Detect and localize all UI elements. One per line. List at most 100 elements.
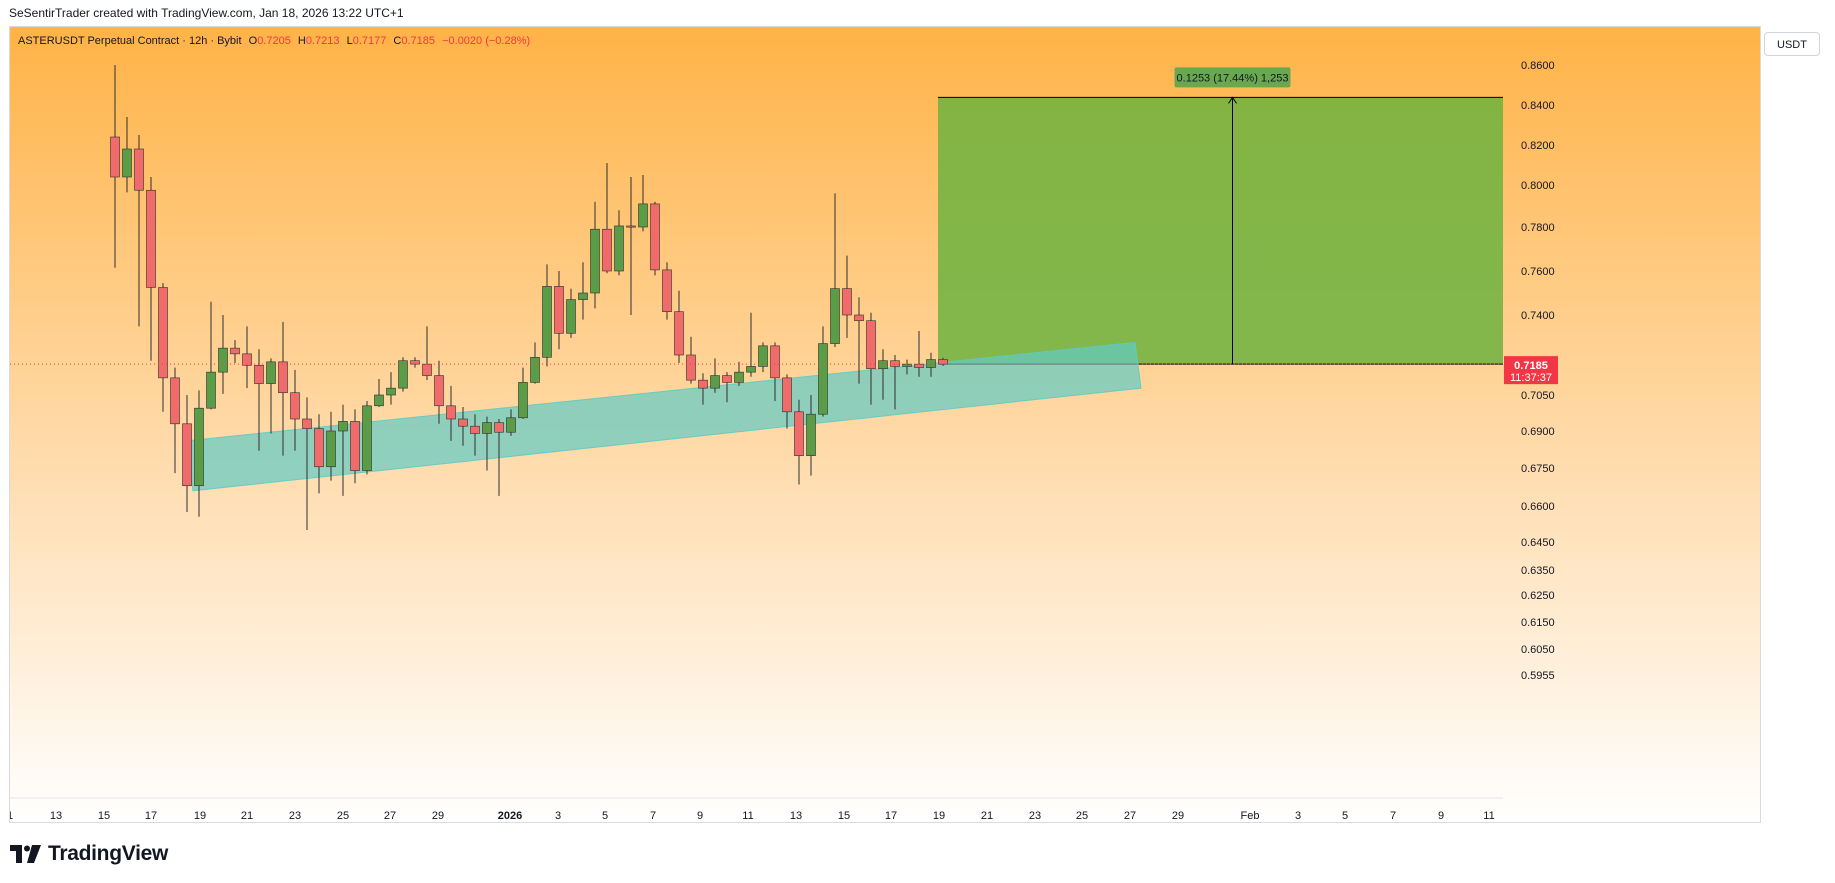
candle-down [446,385,456,441]
high-label: H [297,35,306,47]
candle-body [866,320,876,370]
price-tick-label: 0.6250 [1521,590,1555,602]
candle-up [122,117,132,193]
time-tick-label: 19 [933,810,945,822]
attribution-text: SeSentirTrader created with TradingView.… [9,6,404,20]
time-tick-label: 3 [1295,810,1301,822]
candle-body [614,225,624,272]
countdown-label: 11:37:37 [1510,372,1552,384]
candle-body [746,366,756,373]
time-tick-label: 21 [981,810,993,822]
candle-body [650,203,660,271]
candle-body [362,405,372,471]
candle-body [194,407,204,487]
candle-body [374,394,384,407]
candle-body [710,375,720,389]
candle-down [722,372,732,403]
candle-body [434,375,444,407]
candle-body [326,430,336,468]
candle-body [698,379,708,389]
candle-down [350,409,360,484]
time-tick-label: 17 [145,810,157,822]
candle-body [254,364,264,384]
candle-up [338,404,348,496]
candle-up [566,288,576,338]
candle-body [578,292,588,300]
candle-body [638,203,648,228]
candle-body [806,413,816,456]
candle-body [542,286,552,358]
candle-down [602,163,612,274]
time-tick-label: 23 [289,810,301,822]
candle-body [242,353,252,366]
candle-down [434,360,444,424]
candle-down [626,177,636,315]
target-zone: 0.1253 (17.44%) 1,253 [938,67,1503,365]
candle-body [590,228,600,294]
open-value: 0.7205 [257,35,291,47]
candle-down [674,290,684,363]
candle-body [518,382,528,419]
price-tick-label: 0.6600 [1521,501,1555,513]
currency-button[interactable]: USDT [1764,32,1820,56]
price-tick-label: 0.6350 [1521,565,1555,577]
time-tick-label: 3 [555,810,561,822]
candle-body [110,136,120,178]
measure-label: 0.1253 (17.44%) 1,253 [1177,72,1289,84]
candle-up [506,409,516,436]
candle-up [758,342,768,373]
candle-up [530,342,540,384]
time-tick-label: 17 [885,810,897,822]
candle-up [326,411,336,481]
candle-body [446,405,456,420]
measure-arrow-head [1228,96,1237,104]
time-tick-label: 25 [337,810,349,822]
time-tick-label: 5 [602,810,608,822]
candle-down [794,399,804,485]
candle-up [638,175,648,232]
candle-down [170,367,180,474]
candle-body [170,377,180,425]
candle-down [458,407,468,446]
candle-body [158,287,168,379]
price-tick-label: 0.8400 [1521,100,1555,112]
candle-body [926,359,936,368]
candle-down [254,349,264,451]
candle-down [134,135,144,327]
candle-up [482,416,492,471]
candle-body [734,371,744,383]
tradingview-logo[interactable]: TradingView [10,840,168,868]
candle-down [866,312,876,405]
chart-area[interactable]: 0.1253 (17.44%) 1,253 0.8600 0.8400 0.8200… [9,26,1761,823]
candle-body [422,363,432,376]
candle-down [662,262,672,320]
chart-legend: ASTERUSDT Perpetual Contract · 12h · Byb… [18,35,530,47]
price-tick-label: 0.7600 [1521,266,1555,278]
time-tick-label: 25 [1076,810,1088,822]
candle-up [614,210,624,276]
price-tick-label: 0.5955 [1521,670,1555,682]
candle-body [410,360,420,365]
candle-body [314,428,324,468]
candle-body [266,361,276,384]
candle-body [914,363,924,368]
candle-body [662,269,672,312]
candle-down [494,419,504,496]
candle-body [290,392,300,420]
candle-body [686,354,696,381]
time-tick-label: 19 [194,810,206,822]
candle-down [842,255,852,338]
candle-up [518,367,528,419]
candle-down [290,369,300,451]
price-tick-label: 0.6050 [1521,644,1555,656]
candle-down [302,397,312,530]
time-tick-label: Feb [1241,810,1260,822]
candle-body [386,387,396,396]
candle-body [782,377,792,413]
time-tick-label: 27 [1124,810,1136,822]
price-chart[interactable]: 0.1253 (17.44%) 1,253 0.8600 0.8400 0.8200… [10,27,1761,823]
symbol-title[interactable]: ASTERUSDT Perpetual Contract · 12h · Byb… [18,35,242,47]
candle-down [182,395,192,512]
candle-up [926,352,936,377]
candle-down [146,177,156,361]
